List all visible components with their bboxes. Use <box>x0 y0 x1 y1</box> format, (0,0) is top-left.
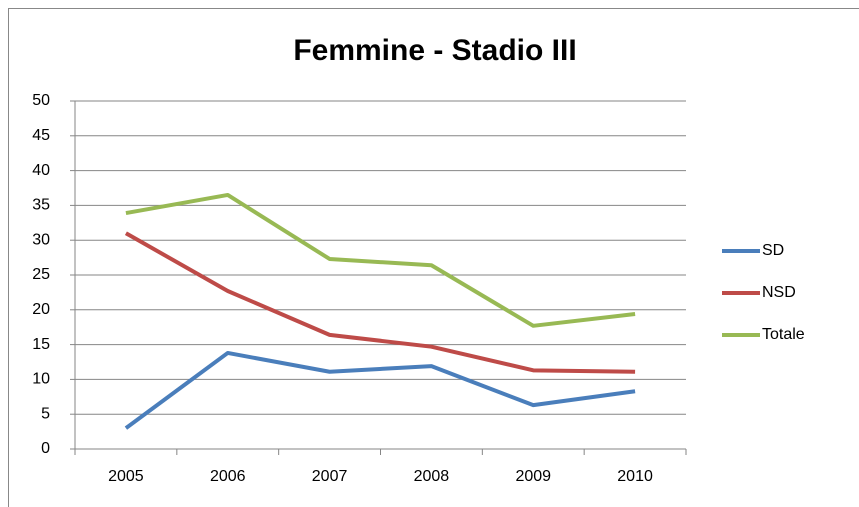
y-tick-label: 10 <box>32 371 50 388</box>
y-tick-label: 45 <box>32 127 50 144</box>
legend-label: SD <box>762 242 784 259</box>
legend-label: NSD <box>762 284 796 301</box>
x-tick-label: 2008 <box>414 468 450 485</box>
y-tick-label: 0 <box>41 440 50 457</box>
y-tick-label: 35 <box>32 197 50 214</box>
y-tick-label: 40 <box>32 162 50 179</box>
series-line <box>124 231 636 374</box>
legend-label: Totale <box>762 326 805 343</box>
series-line <box>125 192 636 328</box>
x-tick-label: 2007 <box>312 468 348 485</box>
y-tick-label: 50 <box>32 92 50 109</box>
x-tick-label: 2006 <box>210 468 246 485</box>
chart-title: Femmine - Stadio III <box>293 34 576 67</box>
y-tick-label: 5 <box>41 405 50 422</box>
series-line <box>124 350 636 430</box>
x-tick-label: 2005 <box>108 468 144 485</box>
x-tick-label: 2010 <box>617 468 653 485</box>
y-tick-label: 30 <box>32 231 50 248</box>
chart-border <box>8 8 859 507</box>
y-tick-label: 20 <box>32 301 50 318</box>
y-tick-label: 25 <box>32 266 50 283</box>
x-tick-label: 2009 <box>515 468 551 485</box>
y-tick-label: 15 <box>32 336 50 353</box>
